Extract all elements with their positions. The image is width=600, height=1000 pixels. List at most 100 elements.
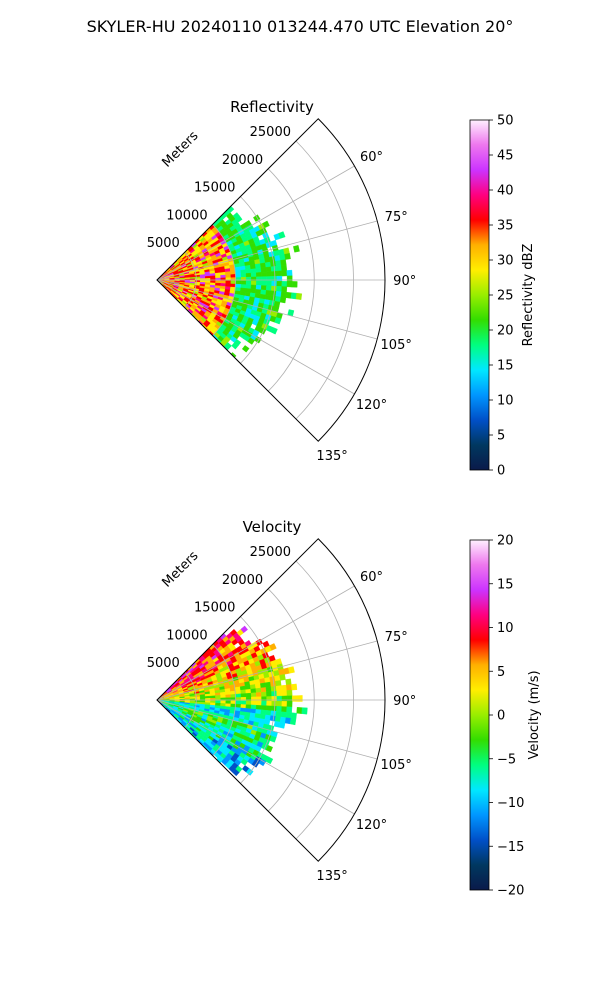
echo-gate [285, 711, 292, 719]
range-tick-label: 15000 [194, 601, 235, 616]
range-tick-label: 25000 [250, 545, 291, 560]
echo-gate [271, 285, 277, 292]
echo-gate [286, 281, 293, 288]
echo-gate [265, 285, 272, 292]
echo-gate [245, 692, 252, 698]
echo-gate [271, 270, 278, 277]
azimuth-spoke [156, 165, 355, 281]
echo-gate [288, 666, 295, 674]
echo-gate [276, 695, 283, 702]
echo-gate [256, 280, 262, 286]
echo-gate [225, 700, 232, 705]
azimuth-tick-label: 135° [316, 869, 347, 884]
echo-gate [245, 272, 252, 278]
azimuth-tick-label: 75° [385, 630, 408, 645]
echo-gate [286, 701, 293, 708]
echo-gate [255, 704, 262, 711]
colorbar-tick-label: 5 [497, 665, 505, 680]
echo-gate [250, 280, 257, 286]
range-tick-label: 10000 [166, 208, 207, 223]
echo-gate [293, 245, 300, 253]
echo-gate [279, 674, 286, 681]
reflectivity-range-ticks: 5000 10000 15000 20000 25000 [147, 125, 291, 251]
velocity-radial-axis-label: Meters [160, 548, 202, 590]
echo-gate [290, 292, 297, 300]
echo-gate [244, 264, 251, 270]
echo-gate [244, 684, 251, 690]
range-tick-label: 20000 [222, 573, 263, 588]
echo-gate [240, 273, 247, 278]
echo-gate [199, 696, 206, 699]
echo-gate [199, 276, 206, 279]
echo-gate [281, 690, 288, 697]
echo-gate [275, 260, 282, 267]
range-tick-label: 25000 [250, 125, 291, 140]
azimuth-tick-label: 60° [360, 570, 383, 585]
echo-gate [275, 265, 282, 272]
reflectivity-colorbar-label: Reflectivity dBZ [521, 244, 536, 347]
echo-gate [250, 284, 257, 290]
echo-gate [255, 687, 262, 693]
echo-gate [270, 685, 277, 692]
colorbar-tick-label: 0 [497, 464, 505, 479]
echo-gate [261, 700, 267, 706]
echo-gate [250, 700, 257, 706]
echo-gate [281, 270, 288, 277]
echo-gate [276, 701, 283, 707]
sector-frame [156, 538, 386, 862]
echo-gate [240, 625, 248, 634]
echo-gate [261, 271, 267, 277]
echo-gate [291, 683, 298, 691]
azimuth-spoke [156, 585, 355, 701]
echo-gate [245, 700, 252, 706]
velocity-title: Velocity [243, 518, 302, 536]
echo-gate [275, 685, 282, 692]
reflectivity-title: Reflectivity [230, 98, 314, 116]
echo-gate [280, 711, 287, 718]
colorbar-tick-label: 25 [497, 289, 514, 304]
reflectivity-colorbar-ticks: 0 5 10 15 20 25 30 35 40 45 50 [489, 114, 514, 479]
echo-gate [291, 281, 298, 288]
echo-gate [301, 707, 308, 715]
echo-gate [260, 285, 267, 291]
azimuth-spoke [156, 699, 355, 815]
echo-gate [260, 682, 267, 689]
echo-gate [245, 268, 252, 274]
velocity-colorbar: −20 −15 −10 −5 0 5 10 15 20 Velocity (m/s) [469, 534, 542, 899]
reflectivity-colorbar: 0 5 10 15 20 25 30 35 40 45 50 Reflectivity dBZ [469, 114, 536, 479]
echo-gate [235, 280, 242, 285]
echo-gate [235, 693, 242, 698]
echo-gate [260, 687, 267, 693]
echo-gate [235, 270, 242, 275]
azimuth-tick-label: 135° [316, 449, 347, 464]
echo-gate [215, 695, 221, 699]
echo-gate [276, 270, 283, 277]
echo-gate [235, 273, 242, 278]
echo-gate [290, 712, 297, 720]
colorbar-tick-label: 50 [497, 114, 514, 129]
range-tick-label: 20000 [222, 153, 263, 168]
velocity-echo-field [158, 625, 308, 777]
echo-gate [255, 272, 262, 278]
echo-gate [280, 291, 287, 298]
colorbar-tick-label: 20 [497, 324, 514, 339]
echo-gate [250, 272, 257, 278]
azimuth-tick-label: 75° [385, 210, 408, 225]
echo-gate [295, 292, 303, 300]
echo-gate [261, 696, 267, 702]
echo-gate [235, 690, 242, 695]
echo-gate [235, 215, 243, 223]
echo-gate [262, 220, 270, 229]
reflectivity-panel: Reflectivity Meters 5000 10000 15000 20000 2… [147, 98, 417, 464]
echo-gate [285, 291, 292, 299]
echo-gate [292, 695, 298, 702]
echo-gate [250, 704, 257, 710]
azimuth-tick-label: 105° [381, 338, 412, 353]
range-tick-label: 10000 [166, 628, 207, 643]
echo-gate [276, 281, 283, 287]
echo-gate [225, 694, 232, 699]
echo-gate [281, 706, 288, 713]
echo-gate [266, 276, 273, 282]
azimuth-spoke [156, 220, 378, 281]
echo-gate [245, 280, 252, 286]
